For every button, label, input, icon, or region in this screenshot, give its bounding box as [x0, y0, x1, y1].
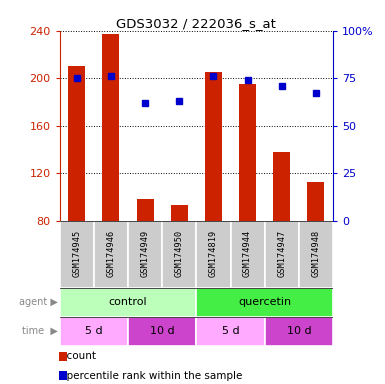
- Text: percentile rank within the sample: percentile rank within the sample: [60, 371, 242, 381]
- Text: GSM174948: GSM174948: [311, 229, 320, 277]
- Bar: [196, 288, 333, 317]
- Bar: [307, 182, 325, 221]
- Text: GSM174947: GSM174947: [277, 229, 286, 277]
- Text: count: count: [60, 351, 96, 361]
- Bar: [137, 199, 154, 221]
- Bar: [273, 152, 290, 221]
- Bar: [68, 66, 85, 221]
- Text: time  ▶: time ▶: [22, 326, 58, 336]
- Bar: [162, 221, 196, 288]
- Bar: [60, 317, 128, 346]
- Text: GSM174945: GSM174945: [72, 229, 81, 277]
- Bar: [299, 221, 333, 288]
- Bar: [102, 34, 119, 221]
- Bar: [171, 205, 188, 221]
- Text: GSM174946: GSM174946: [106, 229, 115, 277]
- Bar: [60, 221, 94, 288]
- Text: 5 d: 5 d: [85, 326, 103, 336]
- Text: control: control: [109, 297, 147, 308]
- Text: GSM174944: GSM174944: [243, 229, 252, 277]
- Bar: [264, 317, 333, 346]
- Bar: [264, 221, 299, 288]
- Bar: [128, 221, 162, 288]
- Text: GSM174819: GSM174819: [209, 229, 218, 277]
- Text: 5 d: 5 d: [222, 326, 239, 336]
- Text: GSM174949: GSM174949: [141, 229, 150, 277]
- Bar: [205, 72, 222, 221]
- Bar: [128, 317, 196, 346]
- Text: 10 d: 10 d: [286, 326, 311, 336]
- Title: GDS3032 / 222036_s_at: GDS3032 / 222036_s_at: [116, 17, 276, 30]
- Bar: [196, 221, 231, 288]
- Text: agent ▶: agent ▶: [19, 297, 58, 308]
- Bar: [196, 317, 264, 346]
- Text: quercetin: quercetin: [238, 297, 291, 308]
- Bar: [94, 221, 128, 288]
- Bar: [60, 288, 196, 317]
- Bar: [239, 84, 256, 221]
- Bar: [231, 221, 264, 288]
- Text: GSM174950: GSM174950: [175, 229, 184, 277]
- Text: 10 d: 10 d: [150, 326, 174, 336]
